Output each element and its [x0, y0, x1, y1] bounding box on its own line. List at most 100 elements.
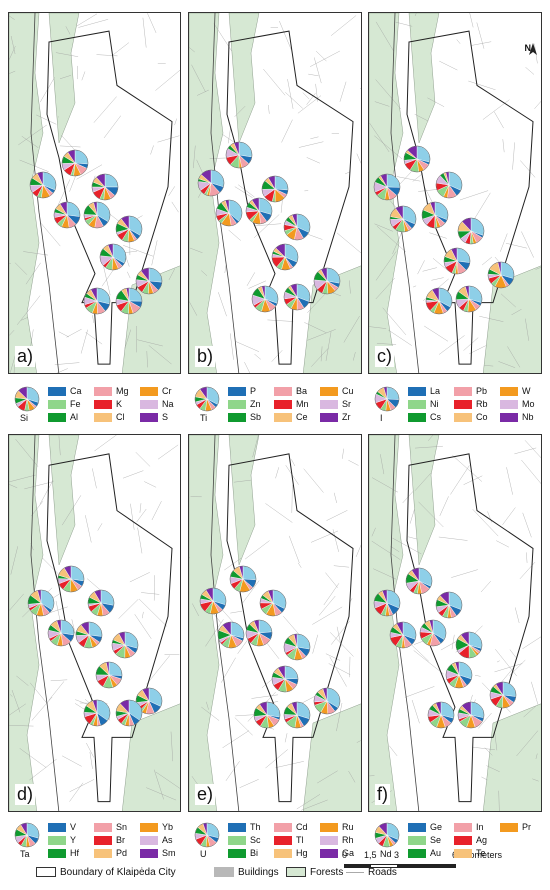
road [389, 745, 398, 757]
legend-item-label: Cl [116, 412, 125, 422]
legend-item-label: Mg [116, 386, 129, 396]
road [218, 292, 227, 317]
sample-pie-outline [443, 247, 471, 275]
road [71, 619, 76, 635]
legend-swatch [94, 413, 112, 423]
road [431, 277, 444, 281]
road [375, 277, 395, 300]
sample-pie-outline [115, 215, 143, 243]
road [438, 335, 465, 355]
sample-pie-outline [245, 619, 273, 647]
legend-item-label: Ni [430, 399, 439, 409]
road [523, 705, 537, 718]
road [494, 732, 498, 751]
road [142, 17, 147, 48]
road [134, 614, 152, 639]
road [494, 256, 500, 263]
city-boundary [406, 453, 534, 803]
legend-item: Cd [274, 822, 308, 833]
legend-item: Mo [500, 399, 535, 410]
legend-swatch [228, 849, 246, 859]
sample-pie-outline [53, 201, 81, 229]
road [234, 105, 246, 117]
legend-pie-outline [14, 822, 40, 848]
legend-item-label: Cs [430, 412, 441, 422]
road [413, 285, 417, 288]
road [65, 26, 71, 35]
road [291, 484, 293, 513]
road [168, 186, 175, 196]
map-canvas [369, 435, 541, 811]
sample-pie-outline [283, 283, 311, 311]
road [332, 529, 339, 552]
road [348, 770, 356, 783]
scale-seg-3 [398, 864, 456, 868]
legend-item: Ba [274, 386, 307, 397]
legend-item: In [454, 822, 484, 833]
road [25, 262, 41, 285]
legend-item-label: Mo [522, 399, 535, 409]
scale-bar: 0 1,5 3 6 Kilometers [342, 850, 542, 880]
legend-item-label: Sm [162, 848, 176, 858]
panel-label: d) [15, 784, 36, 805]
legend-item: Nb [500, 412, 534, 423]
sample-pie-outline [91, 173, 119, 201]
road [535, 753, 538, 760]
road [155, 69, 180, 91]
road [146, 351, 148, 368]
legend-roads: Roads [346, 866, 397, 880]
scale-seg-2 [370, 864, 398, 868]
legend-item: Ce [274, 412, 308, 423]
legend-swatch [454, 413, 472, 423]
panel-label: e) [195, 784, 216, 805]
road [476, 22, 485, 49]
map-canvas [369, 13, 541, 373]
road [135, 452, 151, 467]
road [141, 592, 160, 595]
legend-item-label: Se [430, 835, 442, 845]
road [496, 540, 509, 548]
road [450, 465, 470, 495]
road [92, 315, 94, 323]
forest-area [303, 265, 361, 373]
legend-item: Yb [140, 822, 173, 833]
road [519, 561, 536, 580]
legend-item-label: Pb [476, 386, 488, 396]
road [39, 480, 54, 505]
road [261, 678, 273, 688]
sample-pie-outline [405, 567, 433, 595]
road [522, 636, 541, 649]
road [279, 20, 292, 51]
road [336, 702, 343, 732]
legend-swatch [94, 400, 112, 410]
sample-pie-outline [135, 267, 163, 295]
legend-item-label: Na [162, 399, 174, 409]
forest-area [303, 703, 361, 811]
road [438, 536, 468, 541]
sample-pie-slice [88, 621, 103, 637]
road [59, 145, 81, 148]
forest-area [228, 435, 260, 566]
road [10, 546, 18, 575]
road [197, 89, 209, 96]
road [369, 775, 375, 777]
road [130, 503, 135, 530]
coastline [30, 435, 60, 811]
road [423, 185, 434, 205]
road [505, 243, 528, 249]
legend-dominant-element: Ta [20, 849, 30, 859]
legend-item-label: Cr [162, 386, 172, 396]
road [147, 13, 157, 33]
road [411, 699, 420, 724]
legend-item: Cl [94, 412, 125, 423]
road [151, 240, 158, 266]
road [323, 583, 340, 606]
road [482, 99, 510, 120]
road [422, 267, 437, 272]
legend-swatch [48, 836, 66, 846]
legend-item-label: In [476, 822, 484, 832]
legend-item-label: Fe [70, 399, 81, 409]
road [248, 280, 267, 289]
forest-area [48, 435, 80, 566]
legend-item-label: Ba [296, 386, 308, 396]
